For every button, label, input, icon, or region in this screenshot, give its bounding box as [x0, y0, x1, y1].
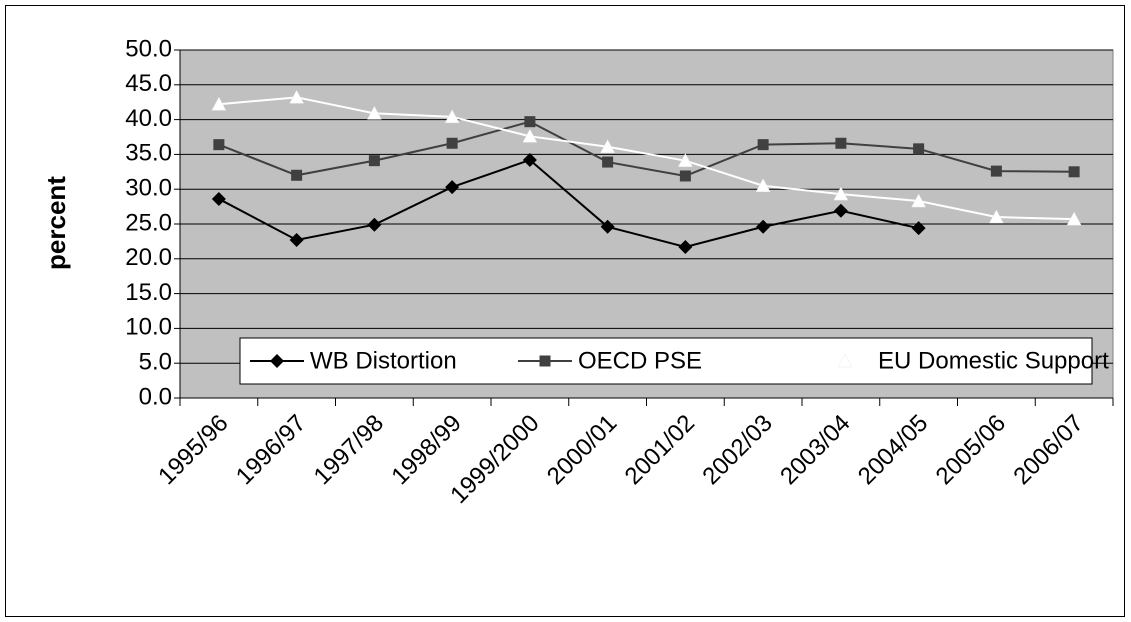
y-tick-label: 50.0	[125, 35, 172, 62]
series-line	[218, 120, 1075, 178]
marker	[211, 191, 226, 206]
legend-label: EU Domestic Support	[878, 347, 1109, 374]
marker	[446, 137, 458, 149]
marker	[522, 152, 537, 167]
marker	[911, 193, 927, 208]
marker	[755, 178, 771, 192]
marker	[1068, 166, 1080, 178]
marker	[602, 156, 614, 168]
marker	[368, 155, 380, 167]
y-tick-label: 35.0	[125, 140, 172, 167]
y-tick-label: 15.0	[125, 279, 172, 306]
marker	[213, 139, 225, 151]
legend-item: EU Domestic Support	[818, 347, 1109, 374]
y-tick-label: 0.0	[139, 383, 172, 410]
marker	[539, 355, 551, 367]
marker	[289, 233, 304, 248]
marker	[1066, 211, 1082, 226]
y-tick-label: 10.0	[125, 314, 172, 341]
marker	[911, 221, 926, 236]
y-tick-label: 45.0	[125, 70, 172, 97]
y-axis-label: percent	[41, 176, 71, 270]
y-tick-label: 40.0	[125, 105, 172, 132]
y-tick-label: 20.0	[125, 244, 172, 271]
marker	[833, 203, 848, 218]
marker	[913, 143, 925, 155]
marker	[835, 137, 847, 149]
legend-label: OECD PSE	[578, 347, 702, 374]
legend-item: OECD PSE	[518, 347, 702, 374]
marker	[524, 116, 536, 128]
series-line	[218, 158, 919, 249]
y-tick-label: 25.0	[125, 209, 172, 236]
legend-label: WB Distortion	[310, 347, 457, 374]
marker	[837, 353, 853, 368]
marker	[289, 89, 305, 104]
marker	[833, 186, 849, 201]
marker	[677, 153, 693, 167]
y-tick-label: 30.0	[125, 175, 172, 202]
marker	[291, 169, 303, 181]
legend-item: WB Distortion	[250, 347, 457, 374]
marker	[211, 96, 227, 111]
y-tick-label: 5.0	[139, 349, 172, 376]
marker	[444, 109, 460, 124]
legend-box	[239, 337, 1093, 385]
marker	[522, 128, 538, 143]
marker	[990, 165, 1002, 177]
marker	[367, 217, 382, 232]
marker	[600, 139, 616, 153]
marker	[600, 219, 615, 234]
marker	[988, 209, 1004, 224]
series-line	[218, 96, 1075, 221]
marker	[270, 354, 284, 368]
marker	[366, 105, 382, 120]
marker	[678, 239, 693, 254]
marker	[445, 180, 460, 195]
marker	[679, 170, 691, 182]
marker	[757, 139, 769, 151]
marker	[756, 219, 771, 234]
